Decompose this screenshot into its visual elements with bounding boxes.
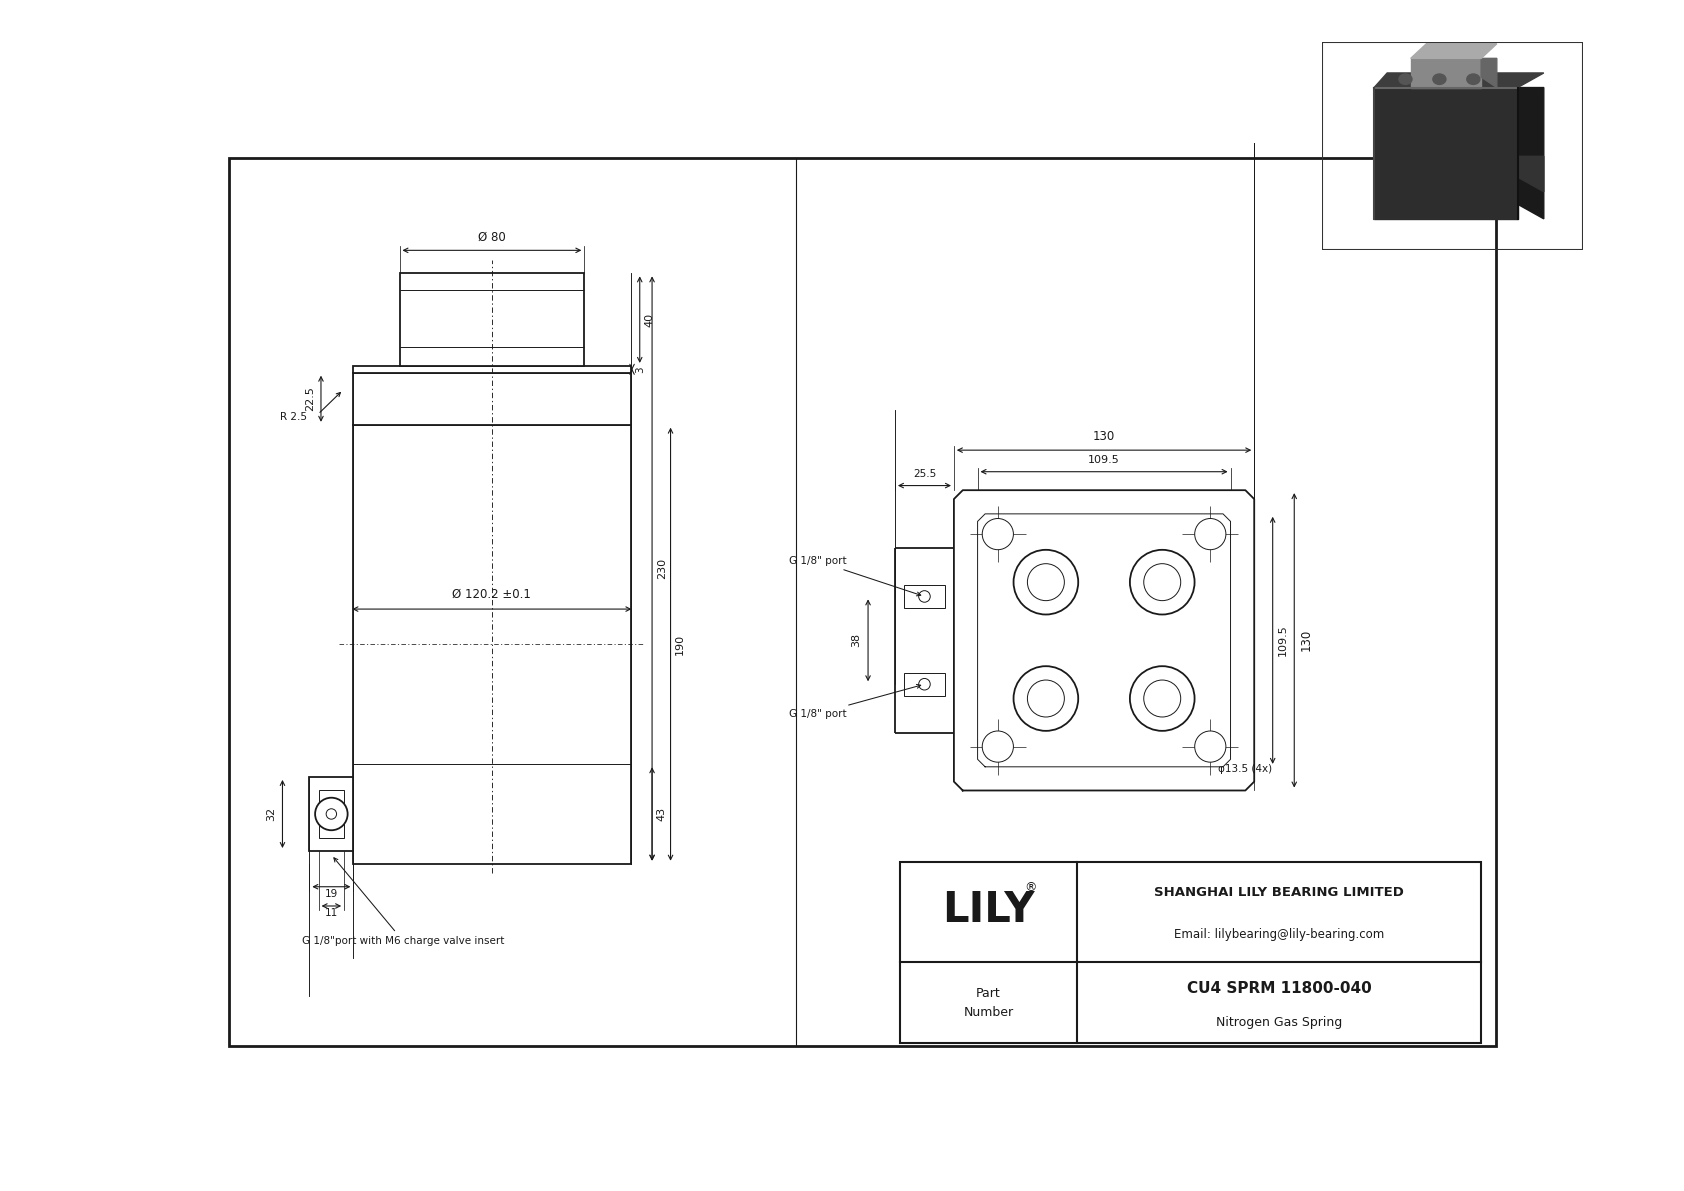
Bar xyxy=(310,777,354,850)
Circle shape xyxy=(1194,518,1226,550)
Circle shape xyxy=(1467,74,1480,85)
Circle shape xyxy=(982,518,1014,550)
Circle shape xyxy=(919,679,930,690)
Text: 230: 230 xyxy=(657,557,667,579)
Circle shape xyxy=(982,731,1014,762)
Circle shape xyxy=(919,591,930,603)
Circle shape xyxy=(1143,680,1180,717)
Text: CU4 SPRM 11800-040: CU4 SPRM 11800-040 xyxy=(1187,980,1371,996)
Polygon shape xyxy=(1374,87,1517,219)
Text: R 2.5: R 2.5 xyxy=(280,412,306,422)
Bar xyxy=(904,585,945,607)
Circle shape xyxy=(1399,74,1411,85)
Polygon shape xyxy=(1517,156,1544,192)
Text: 22.5: 22.5 xyxy=(305,386,315,411)
Text: 11: 11 xyxy=(325,909,338,918)
Text: Part
Number: Part Number xyxy=(963,986,1014,1018)
Bar xyxy=(354,366,630,373)
Polygon shape xyxy=(1374,73,1544,87)
Circle shape xyxy=(1194,731,1226,762)
Bar xyxy=(354,373,630,425)
Text: ®: ® xyxy=(1024,880,1037,893)
Text: 109.5: 109.5 xyxy=(1278,624,1288,656)
Text: 43: 43 xyxy=(657,807,667,821)
Circle shape xyxy=(1130,550,1194,615)
Bar xyxy=(399,274,584,366)
Text: Ø 120.2 ±0.1: Ø 120.2 ±0.1 xyxy=(453,587,532,600)
Circle shape xyxy=(1143,563,1180,600)
Polygon shape xyxy=(1411,58,1482,87)
Text: 32: 32 xyxy=(266,807,276,821)
Text: LILY: LILY xyxy=(943,890,1034,931)
Circle shape xyxy=(1014,666,1078,731)
Text: 109.5: 109.5 xyxy=(1088,455,1120,464)
Text: 38: 38 xyxy=(850,634,861,648)
Circle shape xyxy=(1027,680,1064,717)
Bar xyxy=(354,425,630,863)
Text: Ø 80: Ø 80 xyxy=(478,231,505,244)
Bar xyxy=(904,673,945,696)
Circle shape xyxy=(1130,666,1194,731)
Text: 3: 3 xyxy=(635,366,645,373)
Text: 19: 19 xyxy=(325,888,338,899)
Text: Email: lilybearing@lily-bearing.com: Email: lilybearing@lily-bearing.com xyxy=(1174,928,1384,941)
Text: SHANGHAI LILY BEARING LIMITED: SHANGHAI LILY BEARING LIMITED xyxy=(1154,886,1404,899)
Polygon shape xyxy=(1411,44,1497,58)
Circle shape xyxy=(315,798,347,830)
Circle shape xyxy=(1027,563,1064,600)
Polygon shape xyxy=(1482,58,1497,87)
Circle shape xyxy=(1014,550,1078,615)
Bar xyxy=(899,862,1482,1043)
Text: Nitrogen Gas Spring: Nitrogen Gas Spring xyxy=(1216,1016,1342,1029)
Text: 130: 130 xyxy=(1300,629,1312,651)
Text: 130: 130 xyxy=(1093,430,1115,443)
Text: 40: 40 xyxy=(645,312,655,326)
Text: G 1/8" port: G 1/8" port xyxy=(788,685,921,718)
Bar xyxy=(318,790,344,838)
Text: φ13.5 (4x): φ13.5 (4x) xyxy=(1218,763,1271,773)
Circle shape xyxy=(327,809,337,819)
Text: 25.5: 25.5 xyxy=(913,468,936,479)
Text: G 1/8"port with M6 charge valve insert: G 1/8"port with M6 charge valve insert xyxy=(301,858,504,946)
Circle shape xyxy=(1433,74,1447,85)
Text: G 1/8" port: G 1/8" port xyxy=(788,556,921,596)
Polygon shape xyxy=(1517,87,1544,219)
Text: 190: 190 xyxy=(675,634,685,655)
